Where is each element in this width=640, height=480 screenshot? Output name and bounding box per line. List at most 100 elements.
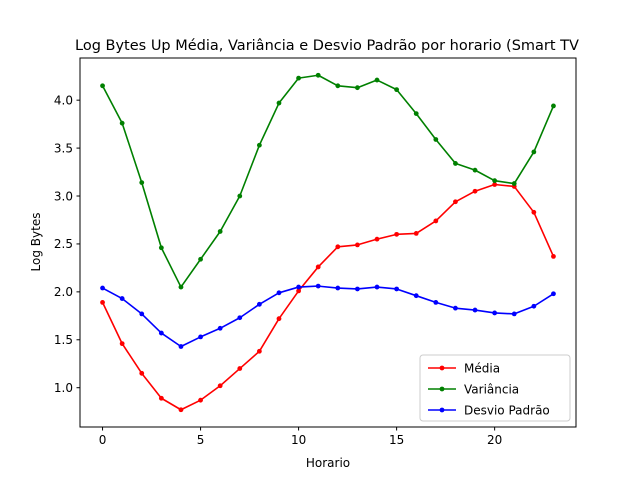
x-tick-label: 15 [389,433,404,447]
series-1-point [178,407,184,413]
y-tick-label: 2.5 [54,237,73,251]
series-2-point [511,181,517,186]
legend-swatch-marker [439,407,445,413]
y-tick-label: 3.5 [54,141,73,155]
series-1-point [315,264,321,270]
plot-area: 0 5 10 15 20 1.0 1.5 2.0 2.5 3.0 3.5 4.0 [54,57,577,447]
series-1-point [551,253,556,259]
x-tick-label: 5 [197,433,205,447]
series-1-point [492,182,498,187]
x-tick-label: 10 [291,433,306,447]
series-3-point [198,334,203,340]
series-2-point [355,85,360,91]
y-tick-label: 1.5 [54,333,73,347]
series-2-point [296,75,301,81]
series-1-point [158,395,164,401]
series-1-point [374,236,380,242]
series-1-point [139,370,145,376]
series-2-point [315,72,321,78]
series-1-point [100,300,105,305]
series-3-point [492,310,498,316]
legend-box [419,354,571,422]
series-1-point [256,348,262,354]
series-1-point [217,383,223,389]
series-2-point [256,142,262,148]
series-2-point [492,178,498,184]
series-3-point [158,330,164,336]
series-1-point [237,366,243,371]
series-1-point [394,231,400,237]
x-tick-label: 0 [99,433,107,447]
series-1-point [531,209,537,215]
series-2-point [433,137,439,142]
legend-label: Média [464,361,500,375]
series-3-point [139,311,145,317]
legend-label: Variância [464,382,519,396]
series-2-point [237,193,243,199]
series-line-1 [101,183,555,411]
series-3-point [453,305,458,311]
series-3-point [276,290,282,296]
legend-swatch-marker [439,365,445,371]
series-2-point [335,83,341,89]
series-3-point [178,344,184,349]
series-2-point [374,77,380,83]
series-3-point [511,311,517,317]
series-1-point [119,341,125,347]
series-3-point [256,301,262,307]
series-3-point [531,303,537,309]
series-2-point [217,229,223,234]
series-3-point [413,293,419,299]
series-1-point [413,230,419,236]
series-3-point [335,285,341,291]
axes-frame [79,57,577,428]
series-2-point [531,149,537,155]
chart-title: Log Bytes Up Média, Variância e Desvio P… [75,38,579,54]
legend-swatch-marker [439,386,445,392]
series-3-point [374,284,380,290]
series-1-point [472,188,478,194]
series-1-point [198,397,203,403]
series-2-point [413,111,419,116]
legend-label: Desvio Padrão [464,403,550,417]
series-2-point [100,83,105,89]
series-3-point [355,286,360,292]
series-2-point [119,120,125,126]
y-tick-label: 2.0 [54,285,73,299]
series-1-point [433,218,439,224]
series-3-point [472,307,478,313]
series-2-point [453,161,458,166]
series-1-point [276,316,282,322]
x-axis-label: Horario [306,456,350,470]
series-3-point [551,291,556,297]
series-3-point [315,283,321,289]
series-1-point [335,244,341,250]
series-2-point [198,256,203,262]
series-3-point [217,325,223,331]
series-2-point [394,87,400,93]
series-line-3 [102,285,554,348]
series-3-point [394,286,400,292]
series-line-2 [101,74,555,288]
series-2-point [139,180,145,185]
series-2-point [551,103,556,109]
x-tick-label: 20 [487,433,502,447]
y-tick-label: 1.0 [54,381,73,395]
series-2-point [472,167,478,173]
y-axis-label: Log Bytes [29,213,43,272]
series-1-point [453,199,458,205]
series-2-point [158,245,164,251]
series-3-point [296,284,301,290]
y-tick-label: 3.0 [54,189,73,203]
series-2-point [276,100,282,106]
series-3-point [433,300,439,305]
series-3-point [100,285,105,291]
legend: Média Variância Desvio Padrão [419,354,571,422]
series-1-point [355,242,360,248]
series-1-point [296,288,301,294]
series-3-point [237,315,243,321]
series-2-point [178,284,184,290]
series-3-point [119,296,125,301]
y-tick-label: 4.0 [54,93,73,107]
